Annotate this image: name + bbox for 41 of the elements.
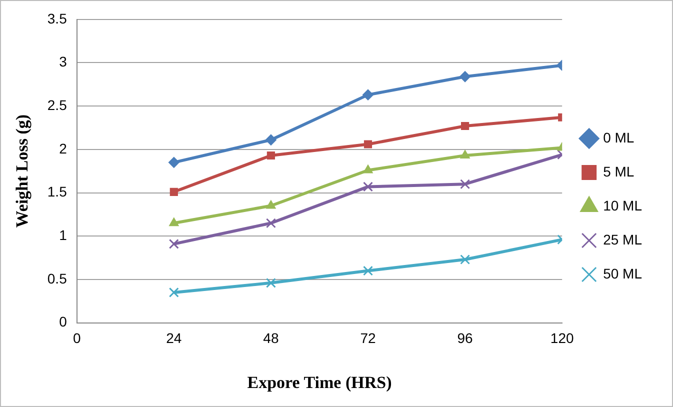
y-tick-label: 1 xyxy=(59,226,68,243)
point xyxy=(170,188,178,196)
point xyxy=(266,278,276,288)
point xyxy=(460,179,470,190)
x-tick-label: 48 xyxy=(263,330,279,346)
point xyxy=(266,151,275,160)
point xyxy=(460,150,470,158)
point xyxy=(266,200,276,209)
x-tick-label: 72 xyxy=(360,330,376,346)
point xyxy=(364,140,372,148)
point xyxy=(461,122,470,130)
point xyxy=(460,254,470,265)
point xyxy=(168,238,179,249)
point xyxy=(363,266,373,276)
legend-label: 10 ML xyxy=(603,197,642,214)
x-tick-label: 120 xyxy=(550,330,574,346)
x-tick-label: 24 xyxy=(166,330,182,346)
legend-label: 50 ML xyxy=(603,265,642,282)
y-tick-label: 3 xyxy=(59,54,68,70)
point xyxy=(168,287,179,298)
point xyxy=(169,218,179,226)
x-tick-label: 0 xyxy=(72,330,81,346)
x-tick-label: 96 xyxy=(457,330,474,346)
legend-label: 25 ML xyxy=(603,231,642,248)
y-tick-label: 2.5 xyxy=(47,96,68,113)
point xyxy=(168,156,180,168)
point xyxy=(266,218,276,228)
point xyxy=(460,71,471,82)
y-tick-label: 2 xyxy=(59,140,68,156)
point xyxy=(363,164,373,174)
legend-label: 5 ML xyxy=(603,163,634,180)
point xyxy=(362,89,374,100)
x-axis-title: Expore Time (HRS) xyxy=(247,373,392,392)
point xyxy=(363,182,373,192)
point xyxy=(265,134,276,146)
y-tick-label: 1.5 xyxy=(47,184,68,200)
y-tick-label: 0 xyxy=(59,314,68,330)
y-axis-title: Weight Loss (g) xyxy=(12,114,32,228)
legend-label: 0 ML xyxy=(603,129,634,146)
y-tick-label: 0.5 xyxy=(47,270,68,286)
y-tick-label: 3.5 xyxy=(47,10,68,26)
